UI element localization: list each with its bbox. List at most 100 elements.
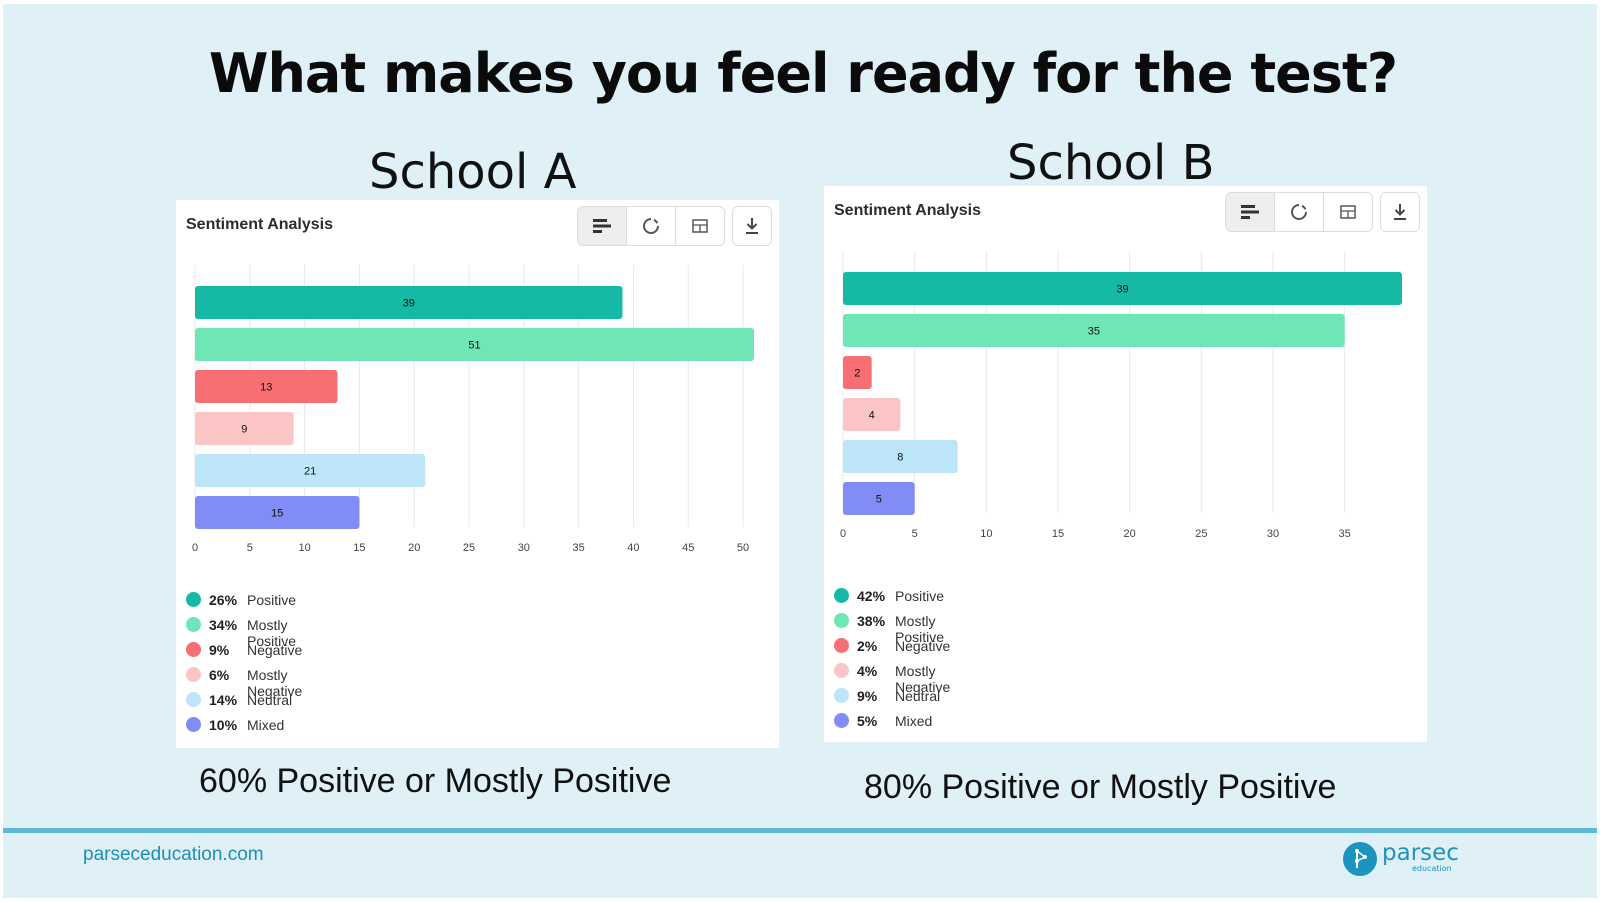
bar-mixed	[843, 482, 915, 515]
legend-dot	[186, 717, 201, 732]
legend-label: Mostly Negative	[895, 663, 951, 695]
download-button[interactable]	[1380, 192, 1420, 232]
legend-label: Neutral	[895, 688, 941, 704]
bar-mostly-positive	[195, 328, 754, 361]
bar-value-label: 35	[1088, 326, 1100, 338]
legend-percent: 34%	[209, 617, 238, 633]
legend-percent: 42%	[857, 588, 886, 604]
legend-label: Mixed	[247, 717, 285, 733]
legend-percent: 14%	[209, 692, 238, 708]
sentiment-bar-chart: 0 5 10 15 20 25 30 35 39 35 2 4 8 5	[840, 251, 1402, 540]
bar-value-label: 15	[271, 508, 283, 520]
legend-dot	[186, 692, 201, 707]
x-tick-label: 20	[1124, 528, 1136, 540]
x-tick-label: 5	[247, 542, 253, 554]
legend-label: Neutral	[247, 692, 293, 708]
x-tick-label: 50	[737, 542, 749, 554]
school-b-panel: Sentiment Analysis 0 5 10 15 20 25 30 35 39 35 2 4 8…	[824, 186, 1427, 742]
download-button[interactable]	[732, 206, 772, 246]
bar-value-label: 39	[1116, 284, 1128, 296]
bar-value-label: 13	[260, 382, 272, 394]
legend-label: Mostly Negative	[247, 667, 303, 699]
donut-chart-icon	[1291, 204, 1307, 220]
x-tick-label: 20	[408, 542, 420, 554]
x-tick-label: 15	[353, 542, 365, 554]
bar-value-label: 8	[897, 452, 903, 464]
table-icon	[692, 219, 708, 233]
bar-value-label: 5	[876, 494, 882, 506]
legend-dot	[186, 667, 201, 682]
legend-label: Mixed	[895, 713, 933, 729]
x-tick-label: 15	[1052, 528, 1064, 540]
school-a-heading: School A	[369, 144, 577, 200]
bar-negative	[843, 356, 872, 389]
bar-value-label: 21	[304, 466, 316, 478]
x-tick-label: 40	[627, 542, 639, 554]
parsec-logo: parsec education	[1343, 840, 1473, 878]
legend-percent: 2%	[857, 638, 878, 654]
bar-positive	[195, 286, 623, 319]
donut-view-button[interactable]	[626, 207, 675, 245]
x-tick-label: 45	[682, 542, 694, 554]
bar-value-label: 2	[854, 368, 860, 380]
slide-title: What makes you feel ready for the test?	[208, 42, 1398, 105]
donut-view-button[interactable]	[1274, 193, 1323, 231]
bar-mixed	[195, 496, 360, 529]
legend-dot	[834, 613, 849, 628]
bar-value-label: 9	[241, 424, 247, 436]
bar-chart-icon	[1241, 205, 1259, 219]
bar-value-label: 4	[869, 410, 875, 422]
school-b-caption: 80% Positive or Mostly Positive	[864, 768, 1337, 806]
legend-dot	[186, 642, 201, 657]
bar-view-button[interactable]	[578, 207, 626, 245]
parsec-logo-icon	[1343, 842, 1377, 876]
legend-label: Positive	[247, 592, 297, 608]
logo-subtitle: education	[1412, 864, 1452, 873]
legend-percent: 5%	[857, 713, 878, 729]
legend-percent: 9%	[209, 642, 230, 658]
logo-wordmark: parsec	[1382, 840, 1459, 866]
bar-chart-icon	[593, 219, 611, 233]
legend-dot	[186, 617, 201, 632]
bar-view-button[interactable]	[1226, 193, 1274, 231]
table-icon	[1340, 205, 1356, 219]
legend-percent: 6%	[209, 667, 230, 683]
x-tick-label: 30	[1267, 528, 1279, 540]
legend-dot	[834, 713, 849, 728]
bar-mostly-negative	[195, 412, 294, 445]
legend-dot	[834, 688, 849, 703]
x-tick-label: 25	[463, 542, 475, 554]
bar-neutral	[843, 440, 958, 473]
sentiment-bar-chart: 0 5 10 15 20 25 30 35 40 45 50 39 51 13 9 21 15	[192, 265, 754, 554]
legend-percent: 4%	[857, 663, 878, 679]
school-b-heading: School B	[1007, 135, 1215, 191]
legend-label: Mostly Positive	[895, 613, 945, 645]
bar-mostly-positive	[843, 314, 1345, 347]
legend-dot	[186, 592, 201, 607]
table-view-button[interactable]	[675, 207, 724, 245]
x-tick-label: 30	[518, 542, 530, 554]
legend-dot	[834, 588, 849, 603]
bar-value-label: 39	[403, 298, 415, 310]
footer-website-link[interactable]: parseceducation.com	[83, 844, 264, 865]
bar-neutral	[195, 454, 426, 487]
x-tick-label: 0	[192, 542, 198, 554]
legend-percent: 26%	[209, 592, 238, 608]
x-tick-label: 25	[1195, 528, 1207, 540]
legend-percent: 38%	[857, 613, 886, 629]
legend-label: Mostly Positive	[247, 617, 297, 649]
legend-percent: 9%	[857, 688, 878, 704]
school-a-caption: 60% Positive or Mostly Positive	[199, 762, 672, 800]
x-tick-label: 0	[840, 528, 846, 540]
legend-dot	[834, 638, 849, 653]
legend-dot	[834, 663, 849, 678]
bar-mostly-negative	[843, 398, 901, 431]
table-view-button[interactable]	[1323, 193, 1372, 231]
slide: What makes you feel ready for the test? …	[3, 4, 1597, 898]
legend-percent: 10%	[209, 717, 238, 733]
legend-label: Negative	[895, 638, 951, 654]
legend-label: Positive	[895, 588, 945, 604]
school-a-panel: Sentiment Analysis 0 5 10 15 20 25 30 35 40 45 50 3…	[176, 200, 779, 748]
legend-label: Negative	[247, 642, 303, 658]
bar-value-label: 51	[468, 340, 480, 352]
